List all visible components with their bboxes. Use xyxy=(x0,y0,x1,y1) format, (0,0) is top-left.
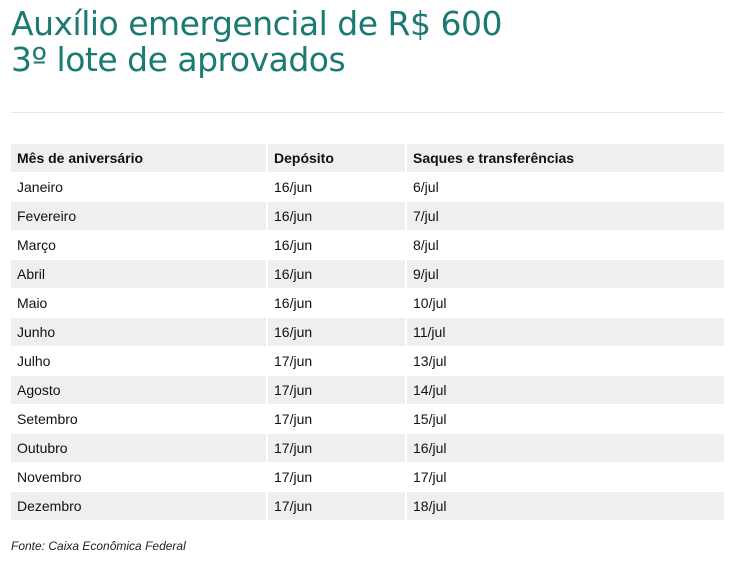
cell-month: Março xyxy=(11,230,267,260)
cell-withdrawal: 7/jul xyxy=(405,201,724,231)
title-line-2: 3º lote de aprovados xyxy=(11,40,346,79)
cell-month: Setembro xyxy=(11,404,267,434)
table-header-row: Mês de aniversário Depósito Saques e tra… xyxy=(11,144,724,173)
table-row: Julho 17/jun 13/jul xyxy=(11,346,724,376)
cell-month: Fevereiro xyxy=(11,201,267,231)
table-row: Março 16/jun 8/jul xyxy=(11,230,724,260)
cell-month: Maio xyxy=(11,288,267,318)
table-row: Dezembro 17/jun 18/jul xyxy=(11,491,724,520)
page-title: Auxílio emergencial de R$ 600 3º lote de… xyxy=(11,6,502,78)
table-row: Maio 16/jun 10/jul xyxy=(11,288,724,318)
cell-deposit: 17/jun xyxy=(266,491,406,520)
cell-month: Dezembro xyxy=(11,491,267,520)
header-withdrawals: Saques e transferências xyxy=(405,144,724,173)
cell-withdrawal: 13/jul xyxy=(405,346,724,376)
cell-month: Agosto xyxy=(11,375,267,405)
table-row: Outubro 17/jun 16/jul xyxy=(11,433,724,463)
table-row: Agosto 17/jun 14/jul xyxy=(11,375,724,405)
cell-month: Abril xyxy=(11,259,267,289)
cell-deposit: 16/jun xyxy=(266,288,406,318)
cell-month: Julho xyxy=(11,346,267,376)
cell-month: Outubro xyxy=(11,433,267,463)
source-note: Fonte: Caixa Econômica Federal xyxy=(11,539,186,553)
cell-withdrawal: 10/jul xyxy=(405,288,724,318)
cell-deposit: 17/jun xyxy=(266,375,406,405)
cell-deposit: 16/jun xyxy=(266,230,406,260)
cell-withdrawal: 8/jul xyxy=(405,230,724,260)
header-deposit: Depósito xyxy=(266,144,406,173)
cell-month: Junho xyxy=(11,317,267,347)
cell-withdrawal: 11/jul xyxy=(405,317,724,347)
cell-deposit: 16/jun xyxy=(266,259,406,289)
cell-withdrawal: 18/jul xyxy=(405,491,724,520)
title-line-1: Auxílio emergencial de R$ 600 xyxy=(11,4,502,43)
cell-withdrawal: 6/jul xyxy=(405,172,724,202)
cell-deposit: 17/jun xyxy=(266,462,406,492)
divider xyxy=(11,112,724,113)
cell-withdrawal: 17/jul xyxy=(405,462,724,492)
table-row: Junho 16/jun 11/jul xyxy=(11,317,724,347)
header-birth-month: Mês de aniversário xyxy=(11,144,267,173)
table-row: Fevereiro 16/jun 7/jul xyxy=(11,201,724,231)
table-row: Novembro 17/jun 17/jul xyxy=(11,462,724,492)
table-row: Abril 16/jun 9/jul xyxy=(11,259,724,289)
cell-deposit: 17/jun xyxy=(266,404,406,434)
table-row: Janeiro 16/jun 6/jul xyxy=(11,172,724,202)
table-row: Setembro 17/jun 15/jul xyxy=(11,404,724,434)
cell-withdrawal: 15/jul xyxy=(405,404,724,434)
cell-withdrawal: 16/jul xyxy=(405,433,724,463)
schedule-table: Mês de aniversário Depósito Saques e tra… xyxy=(11,144,724,520)
cell-deposit: 16/jun xyxy=(266,172,406,202)
cell-withdrawal: 9/jul xyxy=(405,259,724,289)
cell-deposit: 16/jun xyxy=(266,317,406,347)
cell-deposit: 16/jun xyxy=(266,201,406,231)
cell-month: Novembro xyxy=(11,462,267,492)
cell-deposit: 17/jun xyxy=(266,433,406,463)
cell-withdrawal: 14/jul xyxy=(405,375,724,405)
cell-month: Janeiro xyxy=(11,172,267,202)
cell-deposit: 17/jun xyxy=(266,346,406,376)
